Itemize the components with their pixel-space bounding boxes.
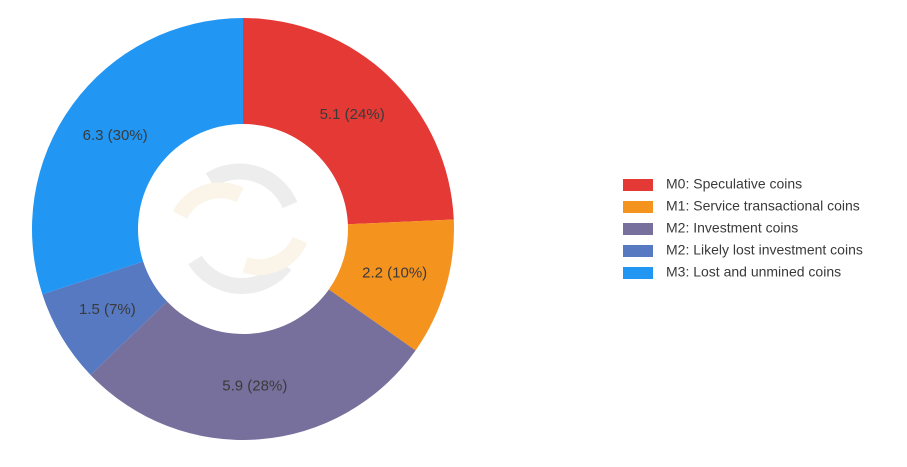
legend-swatch (623, 245, 653, 257)
legend-label: M2: Investment coins (666, 220, 798, 236)
data-label: 1.5 (7%) (79, 301, 136, 318)
legend-swatch (623, 179, 653, 191)
legend-swatch (623, 201, 653, 213)
data-label: 5.1 (24%) (320, 106, 385, 123)
slice (243, 18, 454, 225)
legend-swatch (623, 267, 653, 279)
data-label: 5.9 (28%) (222, 378, 287, 395)
legend-label: M0: Speculative coins (666, 176, 802, 192)
data-label: 2.2 (10%) (362, 264, 427, 281)
center-logo (172, 163, 308, 294)
legend-label: M2: Likely lost investment coins (666, 242, 863, 258)
slice (31, 18, 244, 295)
slice (328, 219, 454, 351)
slice (42, 261, 168, 375)
data-label: 6.3 (30%) (83, 127, 148, 144)
slice (90, 289, 416, 441)
legend-swatch (623, 223, 653, 235)
legend-label: M1: Service transactional coins (666, 198, 860, 214)
legend-label: M3: Lost and unmined coins (666, 264, 841, 280)
